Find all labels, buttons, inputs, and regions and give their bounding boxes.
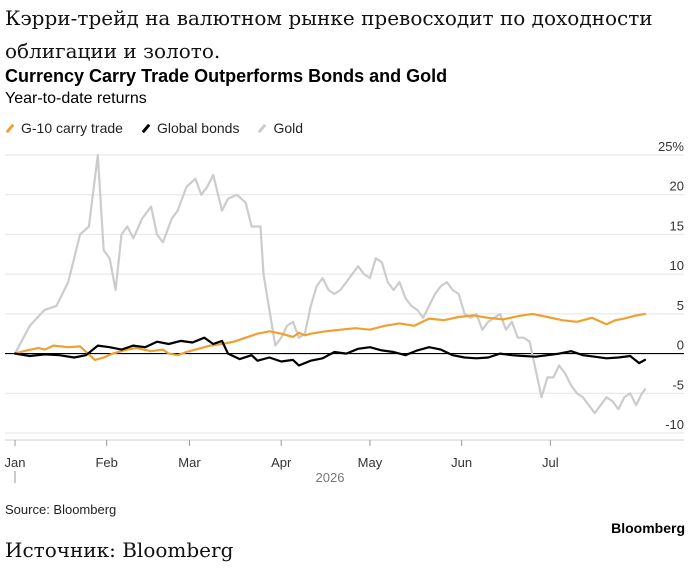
- chart-legend: G-10 carry trade Global bonds Gold: [5, 120, 303, 136]
- x-tick-label: May: [358, 455, 383, 470]
- chart-plot: 25% 20 15 10 5 0 -5 -10 Jan Feb Mar Apr May Jun Jul 202…: [5, 140, 685, 485]
- y-tick-label: -10: [665, 417, 684, 432]
- legend-label-carry: G-10 carry trade: [21, 120, 123, 136]
- y-tick-label: 15: [670, 218, 684, 233]
- x-tick-label: Mar: [178, 455, 201, 470]
- y-tick-label: 20: [670, 179, 684, 194]
- chart-subtitle: Year-to-date returns: [5, 90, 147, 107]
- legend-label-bonds: Global bonds: [156, 120, 240, 136]
- legend-swatch-bonds: [141, 123, 151, 133]
- footer-caption: Источник: Bloomberg: [5, 538, 234, 562]
- x-tick-label: Feb: [95, 455, 117, 470]
- y-tick-label: 5: [677, 298, 684, 313]
- year-label: 2026: [316, 470, 345, 485]
- series-line-gold: [13, 153, 647, 415]
- chart-title: Currency Carry Trade Outperforms Bonds a…: [5, 66, 448, 86]
- article-caption: Кэрри-трейд на валютном рынке превосходи…: [5, 6, 653, 63]
- y-tick-label: 10: [670, 258, 684, 273]
- x-tick-label: Jul: [542, 455, 559, 470]
- x-tick-label: Jun: [451, 455, 472, 470]
- x-tick-label: Jan: [5, 455, 26, 470]
- source-note: Source: Bloomberg: [5, 502, 117, 517]
- legend-swatch-carry: [5, 123, 15, 133]
- y-tick-label: -5: [672, 377, 684, 392]
- x-tick-label: Apr: [271, 455, 292, 470]
- series-line-global-bonds: [13, 336, 647, 367]
- y-tick-label: 0: [677, 338, 684, 353]
- legend-label-gold: Gold: [273, 120, 304, 136]
- y-tick-label: 25%: [658, 140, 684, 154]
- brand-logo: Bloomberg: [611, 520, 685, 536]
- legend-item-carry: G-10 carry trade: [5, 120, 123, 136]
- legend-swatch-gold: [258, 123, 267, 133]
- series-line-g-10-carry-trade: [13, 312, 647, 361]
- legend-item-gold: Gold: [257, 120, 303, 136]
- legend-item-bonds: Global bonds: [141, 120, 240, 136]
